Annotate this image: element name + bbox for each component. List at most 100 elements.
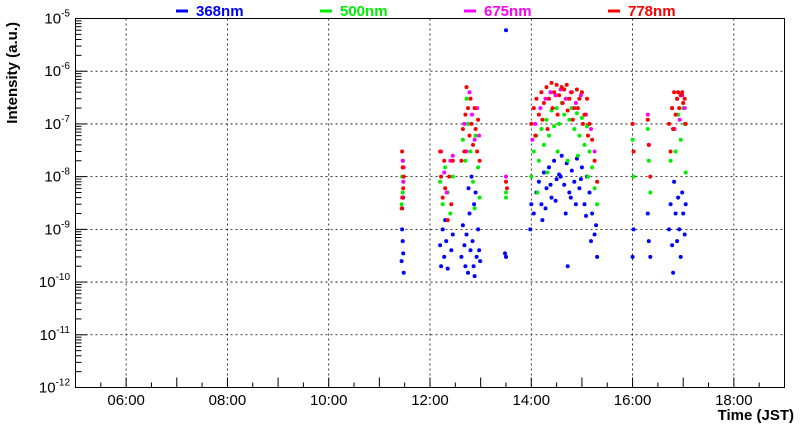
data-point xyxy=(670,106,675,111)
data-point xyxy=(462,149,467,154)
data-point xyxy=(504,28,508,33)
y-axis-title: Intensity (a.u.) xyxy=(4,22,21,124)
data-point xyxy=(574,111,579,116)
data-point xyxy=(529,174,534,179)
data-point xyxy=(553,198,558,203)
data-point xyxy=(548,90,553,95)
data-point xyxy=(448,211,453,216)
data-point xyxy=(586,133,590,138)
data-point xyxy=(442,158,447,163)
data-point xyxy=(552,124,557,129)
data-point xyxy=(468,149,473,154)
data-point xyxy=(400,149,405,154)
data-point xyxy=(535,190,540,195)
data-point xyxy=(567,96,572,101)
data-point xyxy=(673,112,678,117)
data-point xyxy=(439,174,444,179)
y-tick-label: 10-5 xyxy=(44,9,70,28)
data-point xyxy=(569,90,574,95)
data-point xyxy=(630,137,635,142)
data-point xyxy=(677,227,682,232)
data-point xyxy=(541,170,546,175)
data-point xyxy=(577,133,582,138)
data-point xyxy=(401,186,406,191)
data-point xyxy=(565,264,570,269)
data-point xyxy=(585,96,589,101)
data-point xyxy=(399,259,404,264)
data-point xyxy=(558,174,563,179)
data-point xyxy=(563,211,568,216)
data-point xyxy=(449,202,454,207)
data-point xyxy=(450,174,455,179)
legend-label: 675nm xyxy=(484,3,532,20)
data-point xyxy=(574,87,579,92)
data-point xyxy=(559,85,564,90)
data-point xyxy=(543,96,548,101)
data-point xyxy=(595,179,600,184)
data-point xyxy=(467,133,472,138)
data-point xyxy=(533,133,538,138)
data-point xyxy=(471,264,476,269)
data-point xyxy=(450,232,455,237)
data-point xyxy=(438,243,443,248)
data-point xyxy=(467,211,472,216)
data-point xyxy=(587,190,592,195)
data-point xyxy=(541,101,546,105)
y-tick-label: 10-8 xyxy=(44,167,70,186)
data-point xyxy=(559,153,564,158)
data-point xyxy=(504,174,508,179)
data-point xyxy=(439,264,444,269)
data-point xyxy=(540,117,545,122)
x-tick-label: 14:00 xyxy=(513,392,551,409)
data-point xyxy=(648,174,653,179)
data-point xyxy=(668,149,673,154)
data-point xyxy=(670,243,675,248)
data-point xyxy=(400,227,405,232)
data-point xyxy=(557,93,562,98)
data-point xyxy=(400,195,405,200)
data-point xyxy=(545,170,550,175)
data-point xyxy=(471,179,475,184)
data-point xyxy=(536,179,541,184)
data-point xyxy=(575,153,580,158)
data-point xyxy=(538,106,543,111)
data-point xyxy=(677,117,682,122)
data-point xyxy=(678,93,683,98)
data-point xyxy=(552,90,557,95)
data-point xyxy=(472,137,477,142)
data-point xyxy=(572,106,577,111)
data-point xyxy=(668,202,673,207)
data-point xyxy=(399,206,404,211)
data-point xyxy=(544,85,549,90)
data-point xyxy=(472,274,477,279)
data-point xyxy=(531,149,536,154)
data-point xyxy=(667,121,671,126)
data-point xyxy=(541,142,546,147)
data-point xyxy=(539,90,544,95)
data-point xyxy=(477,133,482,138)
data-point xyxy=(582,112,587,117)
data-point xyxy=(400,190,405,195)
x-axis-title: Time (JST) xyxy=(718,407,794,424)
data-point xyxy=(572,179,577,184)
data-point xyxy=(477,248,482,253)
legend-label: 368nm xyxy=(196,3,244,20)
data-point xyxy=(545,127,550,131)
data-point xyxy=(440,195,445,200)
data-point xyxy=(675,239,680,244)
data-point xyxy=(471,142,475,147)
axes: 06:00 08:00 10:00 12:00 14:00 16:00 18:00 10-12… xyxy=(39,9,785,409)
data-point xyxy=(630,121,635,126)
data-point xyxy=(562,182,567,187)
data-point xyxy=(580,121,585,126)
data-point xyxy=(401,251,406,256)
data-point xyxy=(401,179,406,184)
data-point xyxy=(472,206,477,211)
series-778nm xyxy=(399,80,688,223)
data-point xyxy=(631,149,636,154)
data-point xyxy=(682,106,687,111)
data-point xyxy=(564,82,569,87)
data-point xyxy=(443,165,448,170)
data-point xyxy=(469,121,474,126)
data-point xyxy=(539,127,544,131)
